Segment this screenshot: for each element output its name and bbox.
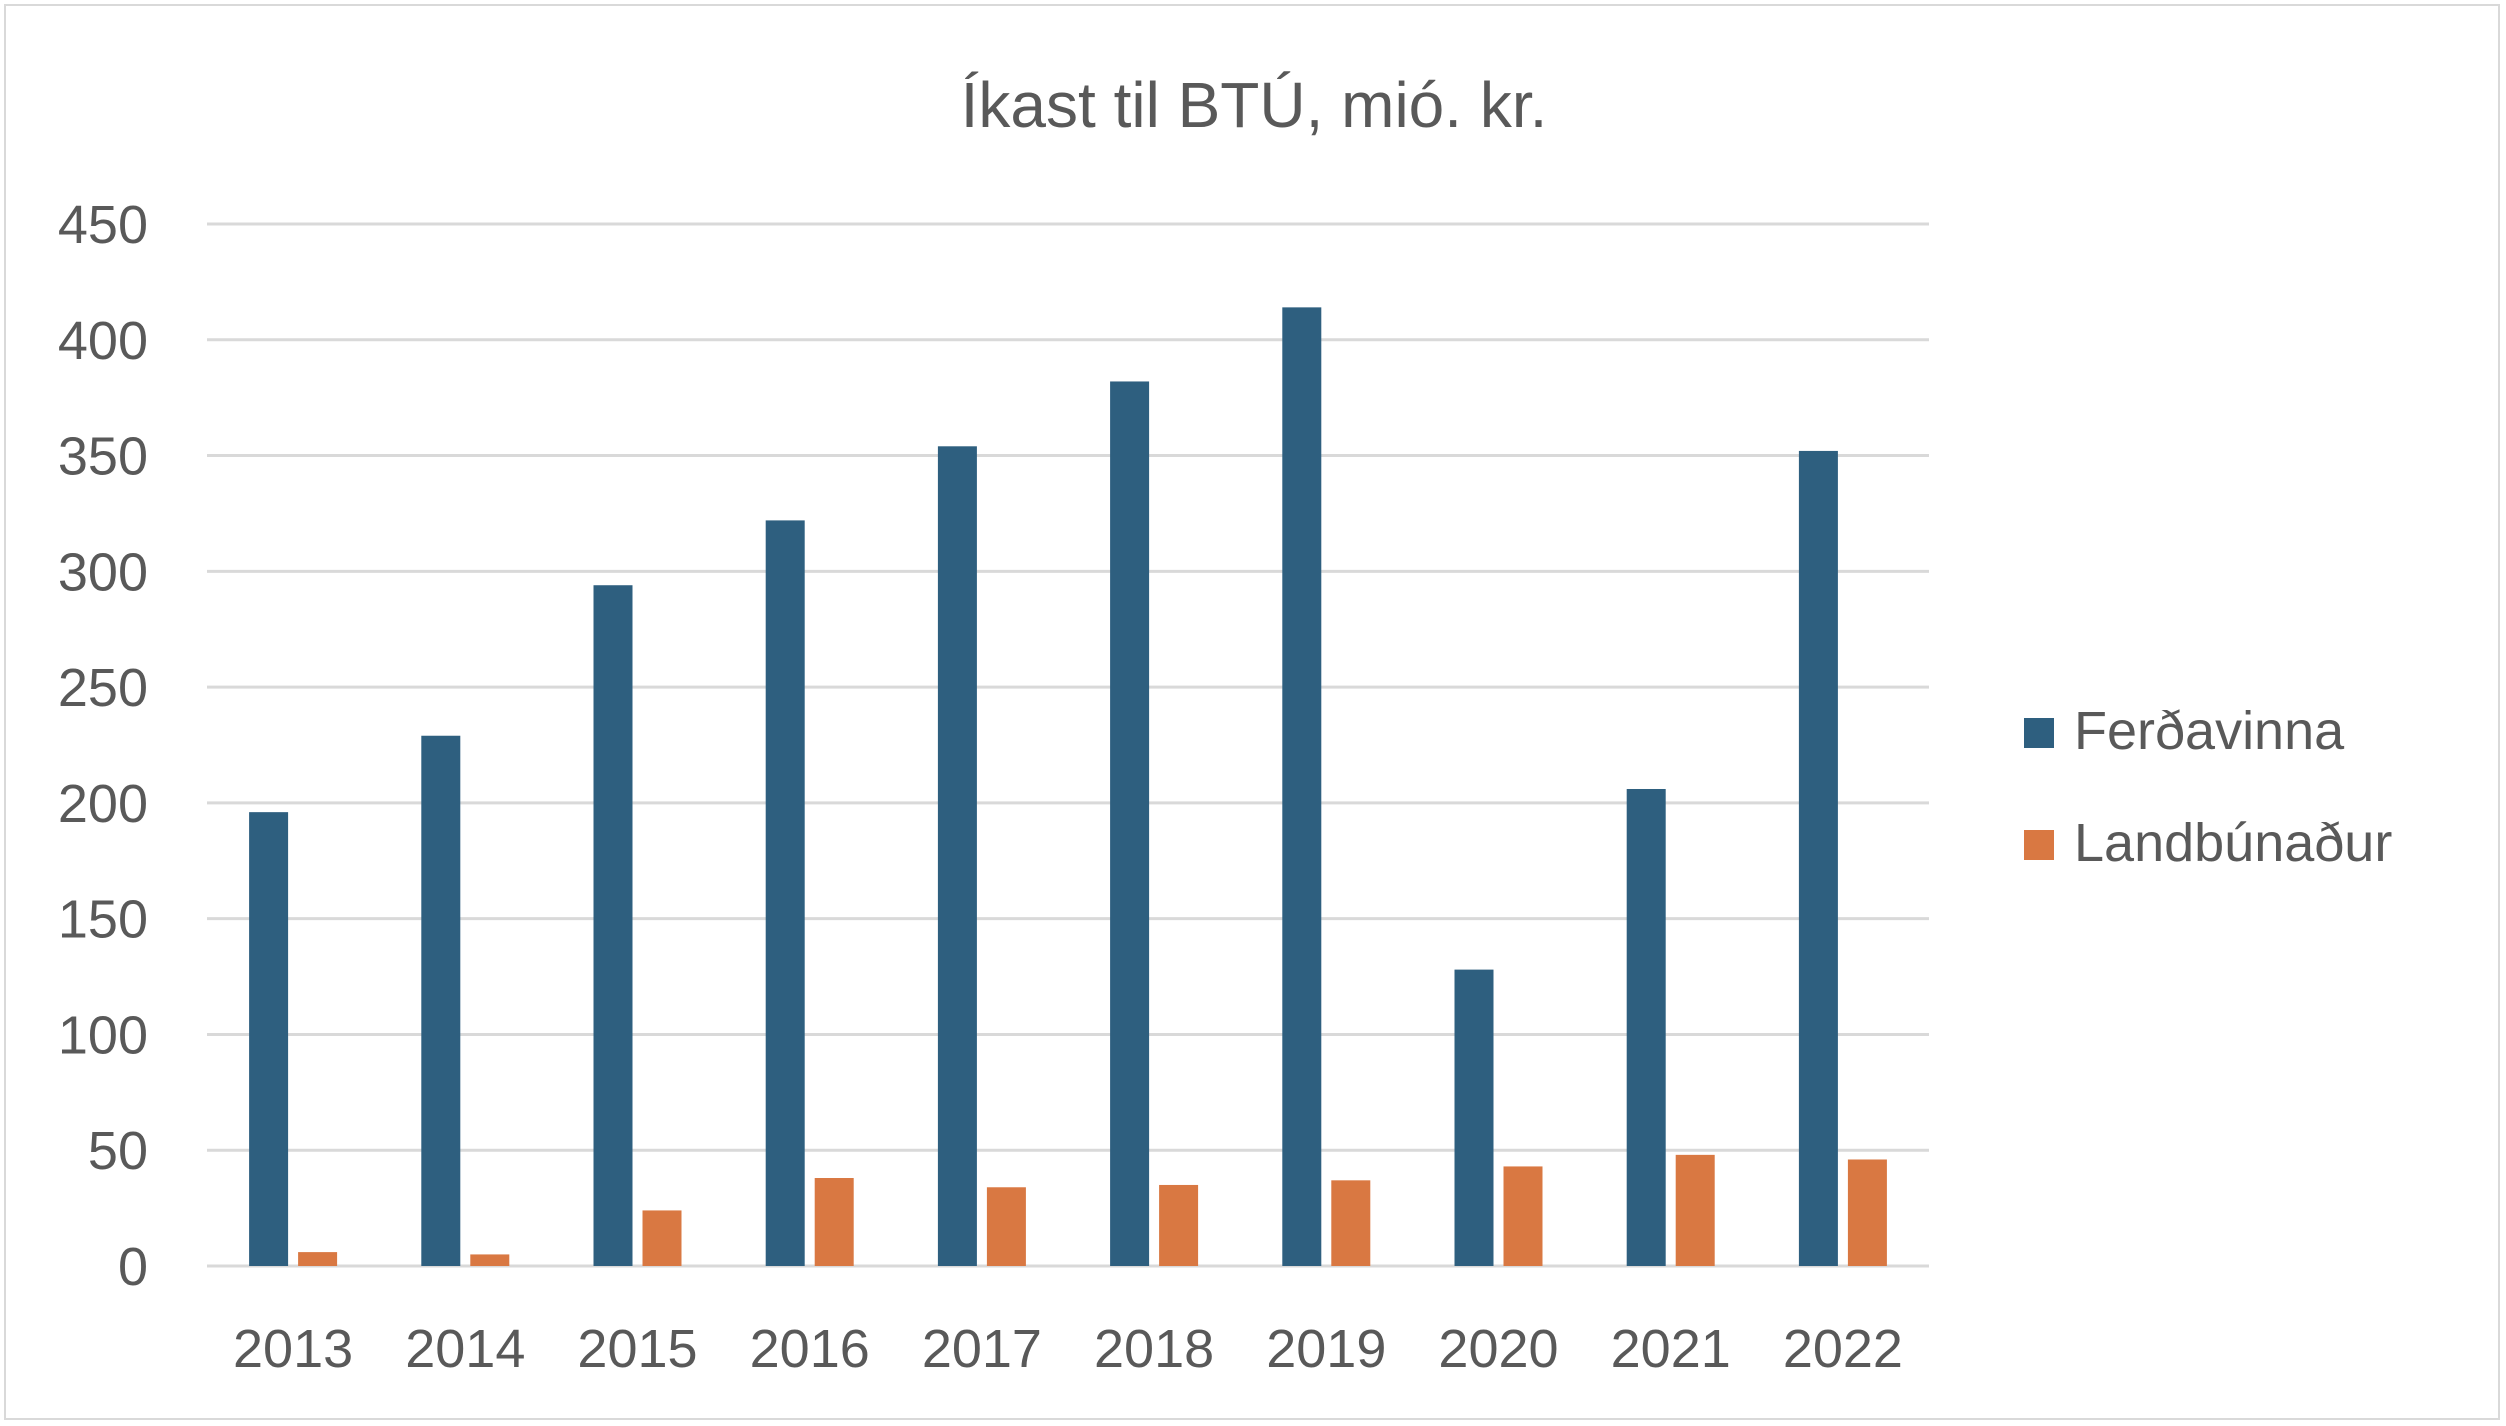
x-tick-label: 2021 — [1611, 1319, 1731, 1379]
y-tick-label: 0 — [118, 1237, 148, 1297]
y-tick-label: 150 — [58, 890, 148, 950]
bar-ferdavinna-2019 — [1282, 307, 1322, 1266]
bar-landbunadur-2022 — [1847, 1159, 1887, 1266]
chart-title: Íkast til BTÚ, mió. kr. — [961, 69, 1548, 141]
bar-landbunadur-2016 — [814, 1178, 854, 1266]
bar-ferdavinna-2021 — [1626, 788, 1666, 1266]
bar-landbunadur-2015 — [642, 1210, 682, 1266]
x-tick-label: 2016 — [750, 1319, 870, 1379]
legend-swatch — [2024, 718, 2054, 748]
y-tick-label: 350 — [58, 427, 148, 487]
legend-swatch — [2024, 830, 2054, 860]
x-tick-label: 2014 — [405, 1319, 525, 1379]
x-tick-label: 2018 — [1094, 1319, 1214, 1379]
bar-ferdavinna-2022 — [1798, 450, 1838, 1266]
bar-chart: Íkast til BTÚ, mió. kr. 2013 2014 2015 2016… — [58, 69, 2392, 1379]
y-tick-label: 50 — [88, 1121, 148, 1181]
y-tick-label: 450 — [58, 195, 148, 255]
bar-landbunadur-2014 — [470, 1254, 510, 1266]
y-tick-label: 250 — [58, 658, 148, 718]
bar-ferdavinna-2017 — [937, 446, 977, 1266]
y-tick-label: 100 — [58, 1005, 148, 1065]
x-tick-label: 2017 — [922, 1319, 1042, 1379]
y-tick-label: 200 — [58, 774, 148, 834]
y-tick-label: 400 — [58, 311, 148, 371]
chart-area: Íkast til BTÚ, mió. kr. 2013 2014 2015 2016… — [4, 4, 2500, 1420]
bar-ferdavinna-2016 — [765, 520, 805, 1266]
bar-ferdavinna-2020 — [1454, 969, 1494, 1266]
bar-landbunadur-2021 — [1675, 1154, 1715, 1266]
bar-ferdavinna-2015 — [593, 585, 633, 1266]
x-tick-label: 2020 — [1438, 1319, 1558, 1379]
x-tick-label: 2019 — [1266, 1319, 1386, 1379]
bar-landbunadur-2013 — [298, 1252, 338, 1266]
bar-landbunadur-2019 — [1331, 1180, 1371, 1266]
x-tick-label: 2013 — [233, 1319, 353, 1379]
bar-landbunadur-2020 — [1503, 1166, 1543, 1266]
legend-label: Ferðavinna — [2074, 701, 2345, 761]
y-tick-label: 300 — [58, 542, 148, 602]
bar-landbunadur-2018 — [1159, 1184, 1199, 1266]
x-tick-label: 2022 — [1783, 1319, 1903, 1379]
bar-ferdavinna-2014 — [421, 735, 461, 1266]
bar-landbunadur-2017 — [986, 1187, 1026, 1266]
x-tick-label: 2015 — [577, 1319, 697, 1379]
legend-label: Landbúnaður — [2074, 813, 2392, 873]
bar-ferdavinna-2013 — [249, 812, 289, 1266]
bar-ferdavinna-2018 — [1110, 381, 1150, 1266]
